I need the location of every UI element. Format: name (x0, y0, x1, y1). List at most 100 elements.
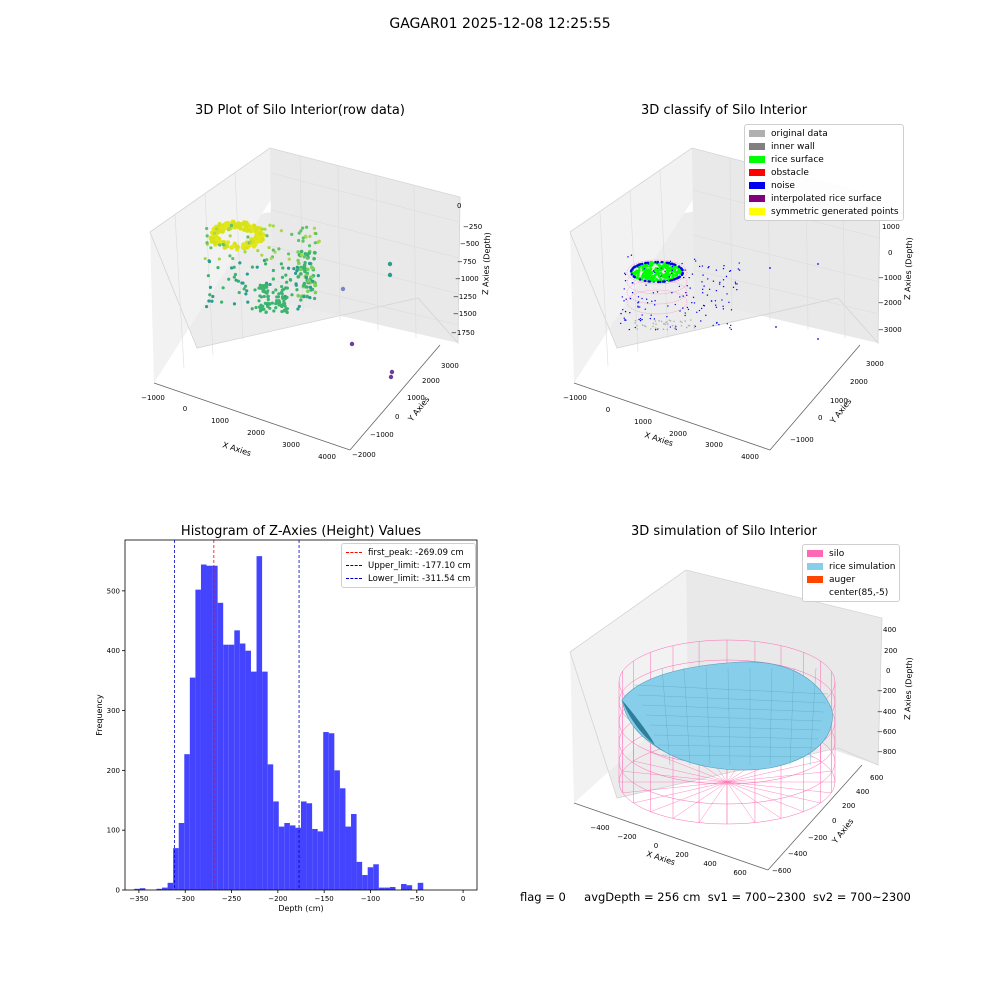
data-point (246, 243, 252, 248)
panel2-x-tick: 0 (606, 406, 610, 414)
noise-point (712, 280, 715, 282)
histogram-bar (317, 831, 324, 890)
data-point (218, 243, 222, 247)
histogram-bar (334, 770, 340, 890)
data-point (292, 267, 296, 271)
histogram-bar (184, 754, 190, 890)
noise-point (620, 312, 622, 315)
histogram-bar (339, 788, 346, 890)
legend-swatch (807, 576, 823, 583)
data-point (244, 228, 250, 233)
noise-point (629, 297, 632, 300)
original-point (643, 325, 646, 327)
legend-entry-rice-surface: rice surface (749, 153, 899, 166)
data-point (241, 242, 247, 248)
noise-point (620, 322, 622, 325)
mesh-line (641, 704, 825, 713)
data-point (274, 288, 278, 292)
panel2-x-tick: 1000 (634, 418, 652, 426)
data-point (264, 310, 268, 314)
panel1-x-tick: 0 (183, 405, 187, 413)
data-point (260, 253, 264, 257)
mesh-line (769, 667, 773, 766)
noise-point (658, 280, 662, 284)
noise-point (721, 299, 723, 301)
histogram-bars (134, 556, 424, 890)
noise-point (701, 288, 704, 291)
data-point (302, 283, 306, 287)
data-point (227, 277, 231, 281)
data-point (271, 268, 275, 273)
rice-surface-point (649, 268, 652, 271)
data-point (244, 292, 248, 296)
panel1-y-axis (349, 344, 441, 451)
y-tick-label: 100 (107, 827, 120, 835)
data-point (297, 231, 301, 235)
status-flag: flag = 0 (520, 890, 566, 904)
histogram-bar (362, 875, 368, 890)
data-point (313, 251, 317, 255)
data-point (299, 294, 304, 299)
data-point (211, 226, 216, 232)
x-tick-label: −350 (129, 895, 148, 903)
rice-surface-point (678, 271, 682, 275)
histogram-bar (401, 884, 407, 890)
data-point (277, 247, 281, 251)
data-point (271, 290, 275, 295)
panel4-z-tick: 400 (883, 626, 896, 634)
noise-point (678, 285, 681, 288)
data-point (271, 248, 275, 252)
original-point (673, 320, 675, 323)
noise-point (722, 305, 724, 308)
data-point (257, 237, 262, 243)
noise-point (637, 263, 640, 267)
noise-point (653, 304, 656, 306)
noise-point (666, 279, 668, 282)
noise-point (714, 304, 717, 306)
noise-point (817, 263, 819, 265)
noise-point (730, 328, 732, 331)
noise-point (632, 275, 636, 278)
data-point (221, 243, 225, 247)
panel1-y-tick: 2000 (422, 377, 440, 385)
legend-entry-upper-limit: Upper_limit: -177.10 cm (346, 559, 471, 572)
panel4-z-tick: −600 (877, 728, 896, 736)
panel2-title: 3D classify of Silo Interior (640, 103, 808, 118)
data-point (232, 302, 237, 306)
data-point (272, 309, 276, 313)
noise-point (660, 267, 663, 269)
panel1-z-ticks: 0 −250 −500 −750 −1000 −1250 −1500 −1750 (451, 202, 482, 337)
noise-point (675, 328, 677, 331)
noise-point (632, 269, 634, 271)
noise-point (637, 302, 639, 304)
noise-point (722, 267, 725, 270)
noise-point (698, 265, 701, 268)
noise-point (775, 326, 777, 328)
data-point (204, 304, 209, 309)
noise-point (694, 260, 697, 262)
panel4-z-tick: −400 (877, 708, 896, 716)
noise-point (700, 320, 702, 322)
noise-point (685, 291, 687, 294)
noise-point (652, 292, 655, 294)
x-tick-label: 0 (461, 895, 465, 903)
original-point (662, 328, 665, 331)
rice-surface-point (661, 273, 664, 277)
panel2-y-axis (769, 344, 861, 451)
histogram-bar (256, 556, 263, 890)
data-point (304, 225, 309, 229)
original-point (674, 324, 677, 327)
data-point (217, 257, 221, 261)
noise-point (718, 283, 721, 285)
rice-surface-point (648, 270, 651, 274)
data-point (214, 227, 219, 231)
original-point (658, 319, 660, 322)
panel4-y-tick: 600 (870, 774, 883, 782)
panel1-title: 3D Plot of Silo Interior(row data) (195, 103, 405, 118)
data-point (258, 283, 262, 287)
histogram-x-label: Depth (cm) (278, 904, 323, 913)
noise-point (769, 267, 771, 269)
noise-point (738, 262, 740, 264)
noise-point (729, 327, 731, 329)
data-point (221, 286, 225, 290)
